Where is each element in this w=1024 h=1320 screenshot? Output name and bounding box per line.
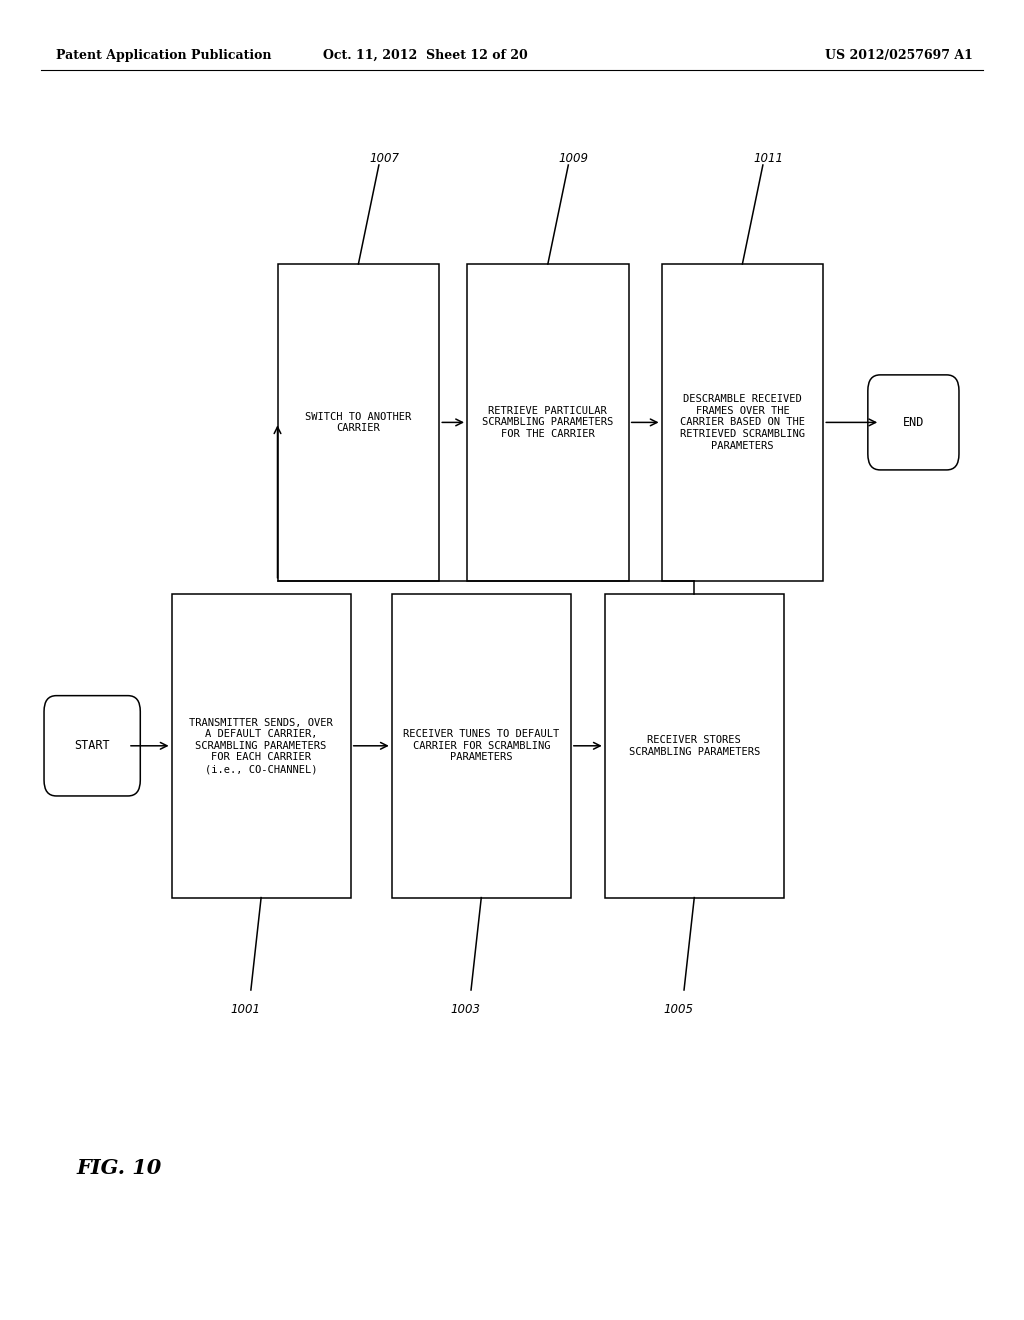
Text: DESCRAMBLE RECEIVED
FRAMES OVER THE
CARRIER BASED ON THE
RETRIEVED SCRAMBLING
PA: DESCRAMBLE RECEIVED FRAMES OVER THE CARR…	[680, 395, 805, 450]
Text: 1009: 1009	[558, 152, 589, 165]
Text: 1005: 1005	[664, 1003, 694, 1016]
Text: TRANSMITTER SENDS, OVER
A DEFAULT CARRIER,
SCRAMBLING PARAMETERS
FOR EACH CARRIE: TRANSMITTER SENDS, OVER A DEFAULT CARRIE…	[189, 718, 333, 774]
Bar	[662, 264, 823, 581]
Text: Patent Application Publication: Patent Application Publication	[56, 49, 271, 62]
Text: RECEIVER TUNES TO DEFAULT
CARRIER FOR SCRAMBLING
PARAMETERS: RECEIVER TUNES TO DEFAULT CARRIER FOR SC…	[403, 729, 559, 763]
Text: 1007: 1007	[369, 152, 399, 165]
Bar	[604, 594, 784, 898]
Text: RETRIEVE PARTICULAR
SCRAMBLING PARAMETERS
FOR THE CARRIER: RETRIEVE PARTICULAR SCRAMBLING PARAMETER…	[482, 405, 613, 440]
FancyBboxPatch shape	[868, 375, 958, 470]
FancyBboxPatch shape	[44, 696, 140, 796]
Text: 1001: 1001	[230, 1003, 261, 1016]
Text: 1003: 1003	[451, 1003, 481, 1016]
Bar	[467, 264, 629, 581]
Bar	[391, 594, 570, 898]
Text: END: END	[903, 416, 924, 429]
Text: FIG. 10: FIG. 10	[77, 1158, 162, 1179]
Text: RECEIVER STORES
SCRAMBLING PARAMETERS: RECEIVER STORES SCRAMBLING PARAMETERS	[629, 735, 760, 756]
Text: Oct. 11, 2012  Sheet 12 of 20: Oct. 11, 2012 Sheet 12 of 20	[323, 49, 527, 62]
Bar	[278, 264, 439, 581]
Text: SWITCH TO ANOTHER
CARRIER: SWITCH TO ANOTHER CARRIER	[305, 412, 412, 433]
Text: START: START	[75, 739, 110, 752]
Bar	[172, 594, 350, 898]
Text: US 2012/0257697 A1: US 2012/0257697 A1	[825, 49, 973, 62]
Text: 1011: 1011	[753, 152, 783, 165]
